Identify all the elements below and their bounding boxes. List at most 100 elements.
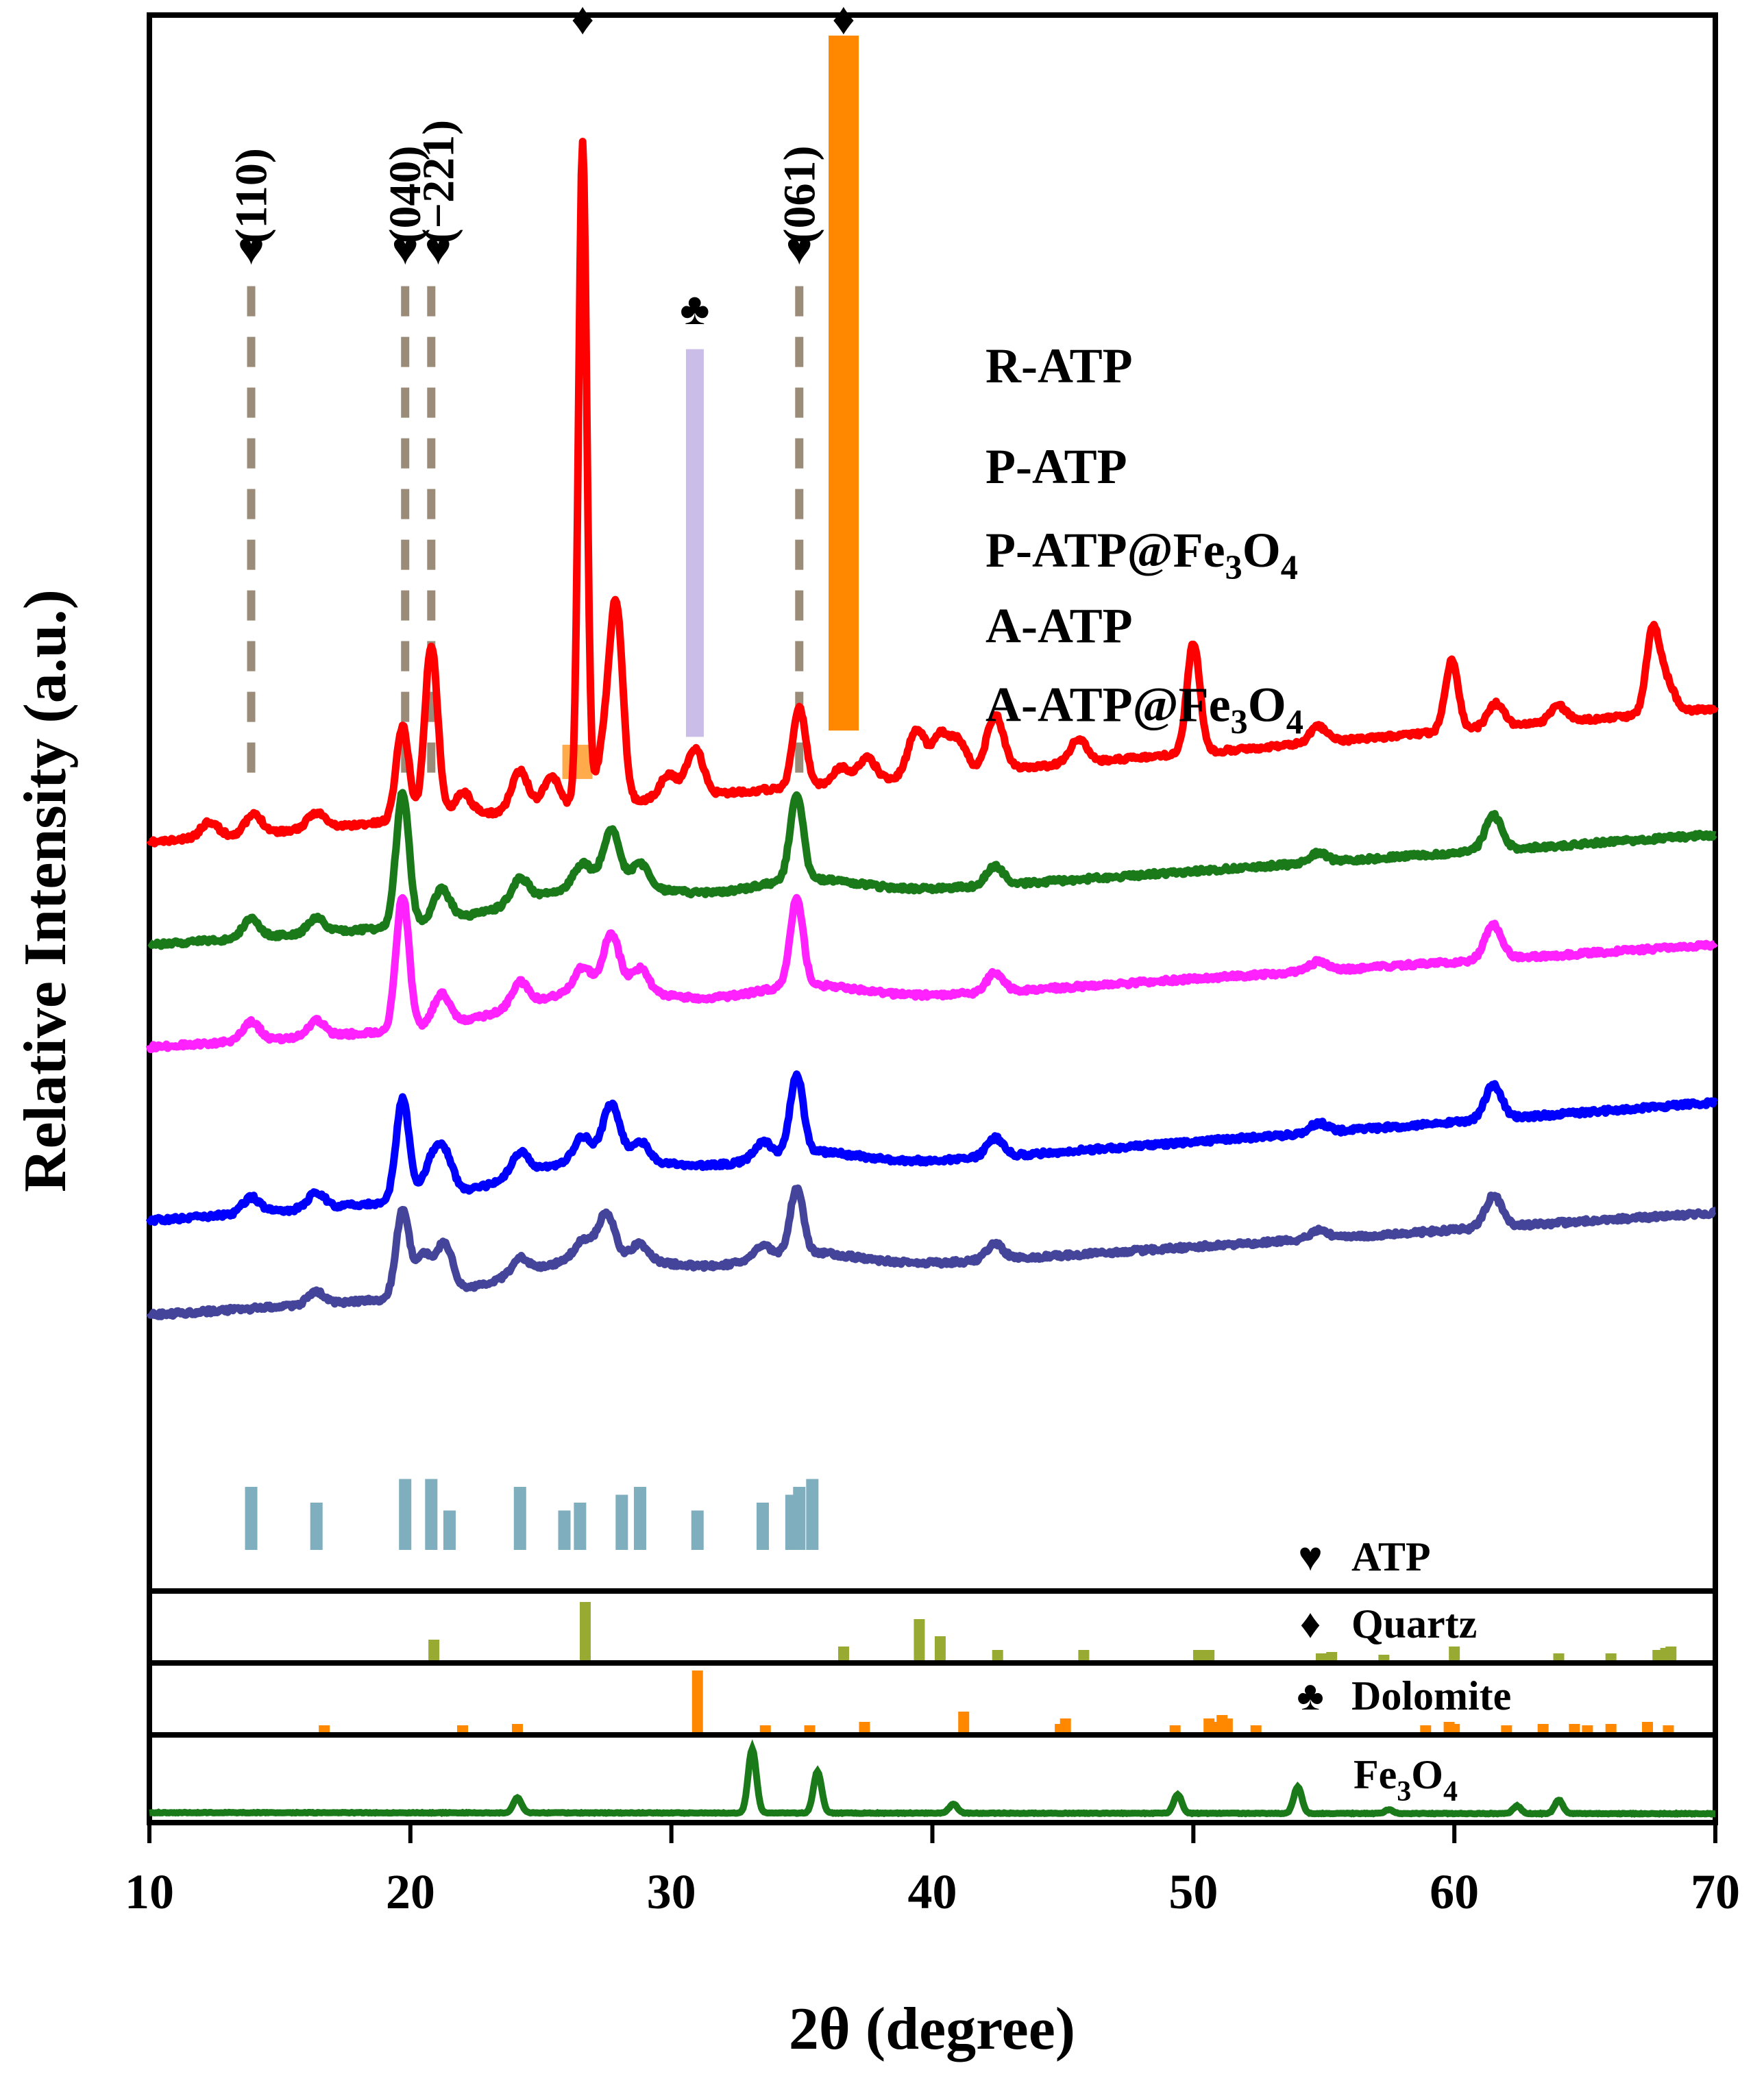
series-labels: R-ATP P-ATP P-ATP@Fe3O4 A-ATP A-ATP@Fe3O4 [985,338,1303,741]
quartz-ref-bar-3 [914,1619,925,1660]
atp-ref-bar-3 [425,1479,438,1550]
highlight-bars [562,35,859,779]
legend-label-1: Quartz [1351,1601,1477,1647]
hkl-label-0: (110) [227,148,277,243]
dolomite-ref-bar-19 [1501,1725,1512,1732]
dolomite-ref-bar-1 [457,1725,468,1732]
atp-ref-bar-0 [245,1487,258,1550]
hkl-label-1: (040) [380,146,430,244]
x-tick-label-6: 70 [1691,1864,1740,1919]
legend-label-3: Fe3O4 [1353,1752,1458,1808]
hkl-label-2: (−221) [413,120,463,244]
quartz-panel-frame [147,1588,1718,1666]
series-label-2: P-ATP@Fe3O4 [985,523,1298,587]
dolomite-ref-bar-4 [759,1725,771,1732]
dolomite-club: ♣ [680,284,709,334]
series-label-0: R-ATP [985,338,1133,393]
dolomite-ref-bar-18 [1449,1724,1460,1732]
dolomite-ref-bar-20 [1537,1724,1549,1732]
x-tick-label-2: 30 [647,1864,696,1919]
atp-ref-bar-1 [310,1503,323,1550]
dolomite-ref-bar-21 [1569,1724,1580,1732]
quartz-marker-square [562,744,593,779]
series-label-4: A-ATP@Fe3O4 [985,677,1303,741]
x-tick-label-3: 40 [908,1864,957,1919]
atp-ref-bar-13 [793,1487,806,1550]
quartz-ref-bar-13 [1553,1653,1565,1660]
quartz-ref-bar-0 [428,1640,440,1660]
quartz-ref-bar-12 [1449,1647,1460,1660]
series-line-2 [145,893,1718,1054]
series-label-3: A-ATP [985,598,1133,653]
atp-ref-bar-10 [691,1510,704,1550]
dolomite-ref-bar-22 [1582,1725,1593,1732]
x-tick-label-0: 10 [125,1864,174,1919]
series-line-1 [147,789,1718,950]
atp-ref-bar-6 [558,1510,571,1550]
quartz-ref-bar-1 [579,1602,591,1660]
series-line-0 [146,138,1719,848]
atp-ref-bar-9 [633,1487,646,1550]
fe3o4-ref-line [149,1739,1715,1818]
dolomite-ref-bar-10 [1169,1725,1181,1732]
quartz-ref-bar-8 [1203,1650,1215,1660]
legend-symbol-2: ♣ [1297,1673,1323,1718]
atp-ref-bar-7 [574,1503,587,1550]
atp-heart-1: ♥ [392,224,419,274]
hkl-label-3: (061) [774,146,824,244]
dolomite-ref-bar-25 [1663,1725,1674,1732]
atp-heart-0: ♥ [238,224,265,274]
quartz-ref-bar-7 [1192,1650,1204,1660]
series-label-1: P-ATP [985,439,1127,494]
dolomite-ref-bar-9 [1059,1718,1071,1732]
series-group [145,138,1719,1320]
dolomite-ref-bar-15 [1250,1725,1262,1732]
peak-annotations: ♥(110)♥(040)♥(−221)♥(061)♦ ♦♣ [227,0,855,334]
quartz-ref-bar-9 [1315,1653,1327,1660]
x-tick-label-1: 20 [386,1864,435,1919]
quartz-ref-bar-11 [1378,1655,1390,1660]
series-line-3 [145,1070,1719,1226]
reference-patterns [149,1479,1715,1818]
atp-dashed-lines [247,286,804,785]
series-line-4 [146,1184,1718,1320]
dolomite-highlight-bar [685,349,704,737]
dolomite-ref-bar-14 [1221,1718,1233,1732]
y-axis-title: Relative Intensity (a.u.) [12,589,79,1192]
atp-ref-bar-2 [399,1479,412,1550]
quartz-ref-bar-10 [1326,1652,1338,1660]
fe3o4-panel-frame [147,1732,1718,1825]
atp-ref-bar-11 [756,1503,769,1550]
quartz-ref-bar-5 [992,1650,1003,1660]
quartz-ref-bar-2 [838,1647,850,1660]
dolomite-ref-bar-23 [1605,1724,1617,1732]
quartz-ref-bar-6 [1078,1650,1090,1660]
atp-ref-bar-14 [806,1479,819,1550]
dolomite-ref-bar-7 [958,1712,970,1732]
atp-heart-2: ♥ [425,224,452,274]
x-axis-title: 2θ (degree) [789,1996,1075,2062]
dolomite-ref-bar-2 [511,1724,523,1732]
dolomite-ref-bar-6 [859,1722,870,1732]
x-tick-label-4: 50 [1168,1864,1218,1919]
dolomite-ref-bar-0 [319,1725,330,1732]
x-tick-label-5: 60 [1430,1864,1479,1919]
atp-ref-bar-5 [513,1487,526,1550]
atp-heart-3: ♥ [786,224,813,274]
quartz-ref-bar-17 [1665,1647,1677,1660]
quartz-ref-bar-4 [934,1636,946,1660]
dolomite-ref-bar-5 [804,1725,816,1732]
quartz-diamond-1: ♦ [832,0,855,45]
atp-ref-bar-8 [615,1494,628,1550]
main-panel-frame [147,12,1718,1594]
legend: ♥ ATP ♦ Quartz ♣ Dolomite Fe3O4 [1297,1534,1511,1808]
legend-symbol-1: ♦ [1300,1601,1321,1647]
quartz-diamond-0: ♦ [571,0,594,45]
x-axis-ticks: 10 20 30 40 50 60 70 [125,1823,1740,1919]
dolomite-ref-bar-3 [691,1670,703,1732]
quartz-ref-bar-14 [1605,1653,1617,1660]
legend-label-2: Dolomite [1351,1673,1511,1718]
quartz-highlight-bar [829,35,859,731]
atp-ref-bar-4 [443,1510,456,1550]
